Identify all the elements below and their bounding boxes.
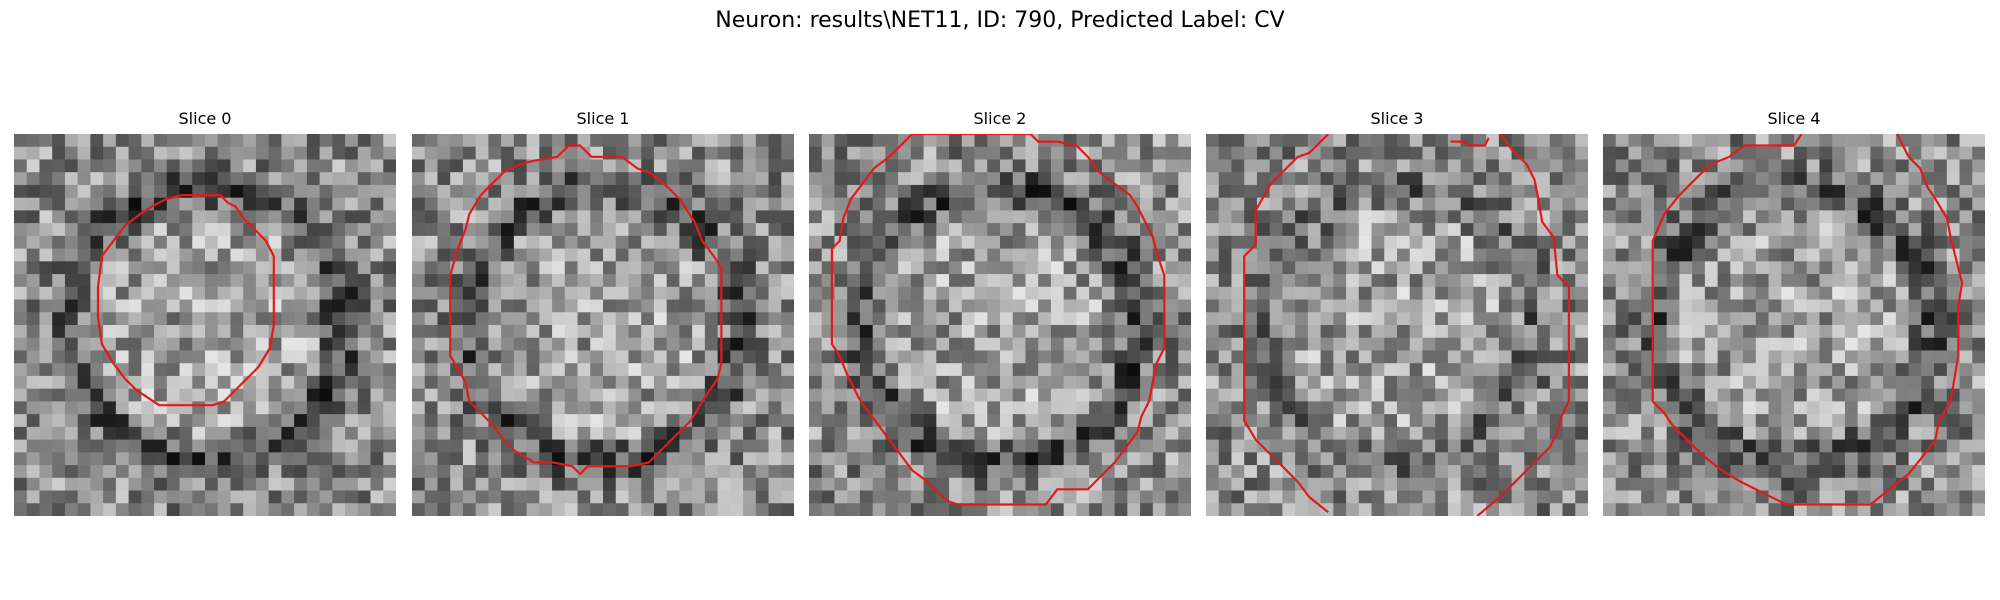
- slice-title: Slice 1: [576, 109, 630, 128]
- pixel-grid: [1206, 134, 1588, 516]
- pixel-grid: [412, 134, 794, 516]
- slice-panel-1: Slice 1: [412, 108, 794, 516]
- slice-image: [809, 134, 1191, 516]
- segmentation-contour: [1450, 137, 1490, 147]
- slice-panel-2: Slice 2: [809, 108, 1191, 516]
- pixel-grid: [14, 134, 396, 516]
- slice-title: Slice 4: [1767, 109, 1821, 128]
- slice-title: Slice 2: [973, 109, 1027, 128]
- figure-title: Neuron: results\NET11, ID: 790, Predicte…: [715, 8, 1285, 33]
- slice-image: [412, 134, 794, 516]
- segmentation-contour: [830, 134, 1166, 506]
- segmentation-contour: [1476, 134, 1570, 516]
- slice-image: [1603, 134, 1985, 516]
- segmentation-contour: [1651, 134, 1964, 506]
- slice-panel-4: Slice 4: [1603, 108, 1985, 516]
- segmentation-contour: [96, 193, 275, 407]
- slice-image: [14, 134, 396, 516]
- pixel-grid: [1603, 134, 1985, 516]
- slice-panel-3: Slice 3: [1206, 108, 1588, 516]
- pixel-grid: [809, 134, 1191, 516]
- segmentation-contour: [449, 144, 723, 476]
- slice-panel-0: Slice 0: [14, 108, 396, 516]
- segmentation-contour: [1243, 134, 1329, 514]
- slice-image: [1206, 134, 1588, 516]
- slice-title: Slice 0: [178, 109, 232, 128]
- slice-title: Slice 3: [1370, 109, 1424, 128]
